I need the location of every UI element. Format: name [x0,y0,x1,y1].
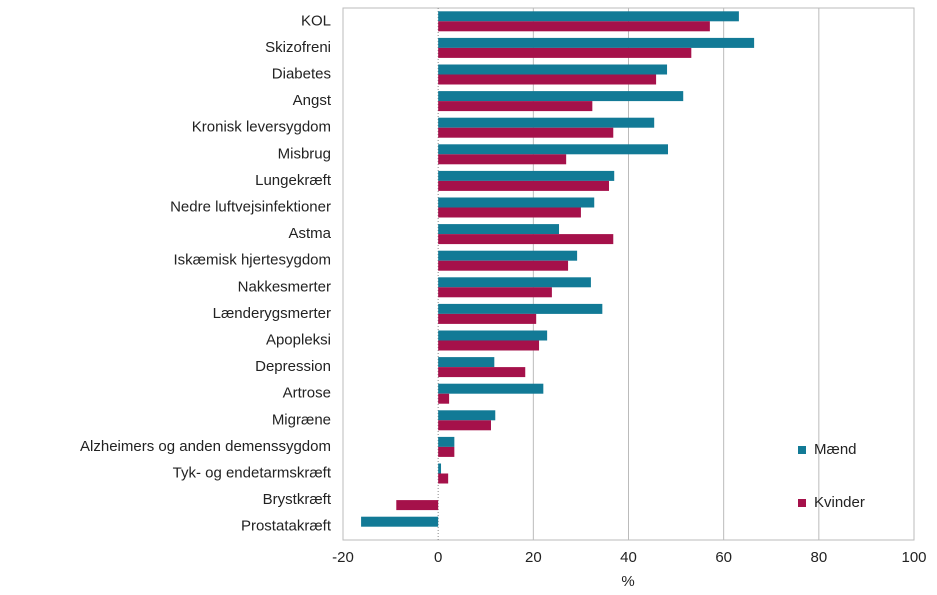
bar [438,436,455,447]
y-tick-label: Depression [255,358,331,375]
y-tick-label: Kronisk leversygdom [192,119,331,136]
y-tick-label: Lungekræft [255,172,332,189]
bar [438,170,615,181]
y-tick-label: KOL [301,12,331,29]
bar [438,197,595,208]
bar [438,47,692,58]
x-tick-label: -20 [332,549,354,566]
bar [438,64,668,75]
y-tick-label: Tyk- og endetarmskræft [173,464,332,481]
bar [438,74,657,85]
bar [438,340,540,351]
bar [438,144,668,155]
bar [438,277,591,288]
bar [438,357,495,368]
bar [438,446,455,457]
bar [438,207,581,218]
y-tick-label: Astma [288,225,331,242]
bar [438,21,710,32]
x-axis-label: % [621,573,634,590]
y-tick-label: Lænderygsmerter [213,305,331,322]
y-tick-label: Artrose [283,385,331,402]
bar [438,224,560,235]
bar [438,330,548,341]
y-tick-label: Skizofreni [265,39,331,56]
bar [396,500,439,511]
bar [438,180,609,191]
x-tick-label: 0 [434,549,442,566]
bar [438,367,526,378]
bar [361,516,439,527]
bar [438,234,614,245]
bar [438,127,614,138]
bar [438,117,655,128]
y-tick-label: Diabetes [272,65,331,82]
y-tick-label: Migræne [272,411,331,428]
x-tick-label: 20 [525,549,542,566]
bar [438,303,603,314]
y-tick-label: Misbrug [278,145,331,162]
legend-label: Kvinder [814,494,865,511]
y-tick-label: Iskæmisk hjertesygdom [173,252,331,269]
y-tick-label: Brystkræft [263,491,332,508]
bar [438,250,578,261]
bar [438,410,496,421]
bar [438,420,491,431]
bar [438,101,593,112]
x-tick-label: 100 [901,549,926,566]
y-tick-label: Nedre luftvejsinfektioner [170,198,331,215]
bar [438,287,552,298]
bar [438,463,442,474]
y-tick-label: Nakkesmerter [238,278,331,295]
bar [438,154,567,165]
bar [438,393,450,404]
bar [438,91,684,102]
x-tick-label: 60 [715,549,732,566]
bar [438,11,739,22]
x-tick-label: 40 [620,549,637,566]
y-tick-label: Apopleksi [266,331,331,348]
y-tick-label: Prostatakræft [241,518,332,535]
legend-swatch [798,499,806,507]
bar [438,473,449,484]
legend-label: Mænd [814,441,857,458]
legend-swatch [798,446,806,454]
y-tick-label: Angst [293,92,332,109]
x-tick-label: 80 [810,549,827,566]
bar [438,313,537,324]
bar [438,383,544,394]
bar [438,37,755,48]
bar [438,260,569,271]
y-tick-label: Alzheimers og anden demenssygdom [80,438,331,455]
